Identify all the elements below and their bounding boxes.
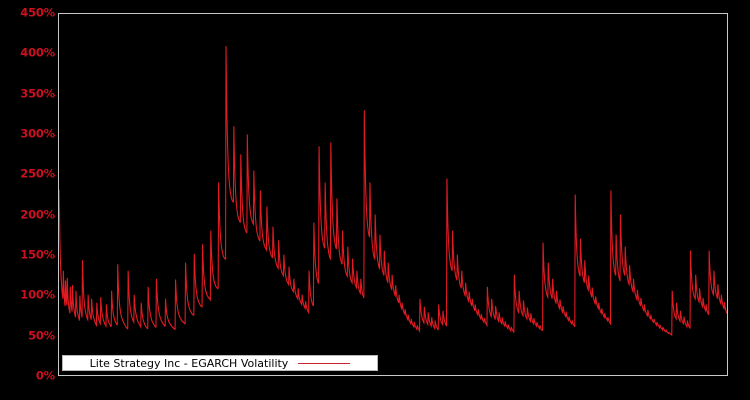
y-tick-label: 300% <box>20 126 55 141</box>
plot-area <box>58 13 728 376</box>
y-tick-label: 0% <box>35 368 55 383</box>
legend-label: Lite Strategy Inc - EGARCH Volatility <box>89 356 289 370</box>
legend-line-sample <box>298 362 351 364</box>
y-tick-label: 200% <box>20 206 55 221</box>
y-tick-label: 350% <box>20 85 55 100</box>
chart-legend[interactable]: Lite Strategy Inc - EGARCH Volatility <box>62 355 378 371</box>
y-tick-label: 100% <box>20 287 55 302</box>
y-tick-label: 450% <box>20 5 55 20</box>
y-tick-label: 150% <box>20 247 55 262</box>
y-tick-label: 50% <box>28 327 55 342</box>
y-tick-label: 250% <box>20 166 55 181</box>
series-polyline <box>59 46 727 336</box>
y-tick-label: 400% <box>20 45 55 60</box>
volatility-series <box>59 46 727 336</box>
